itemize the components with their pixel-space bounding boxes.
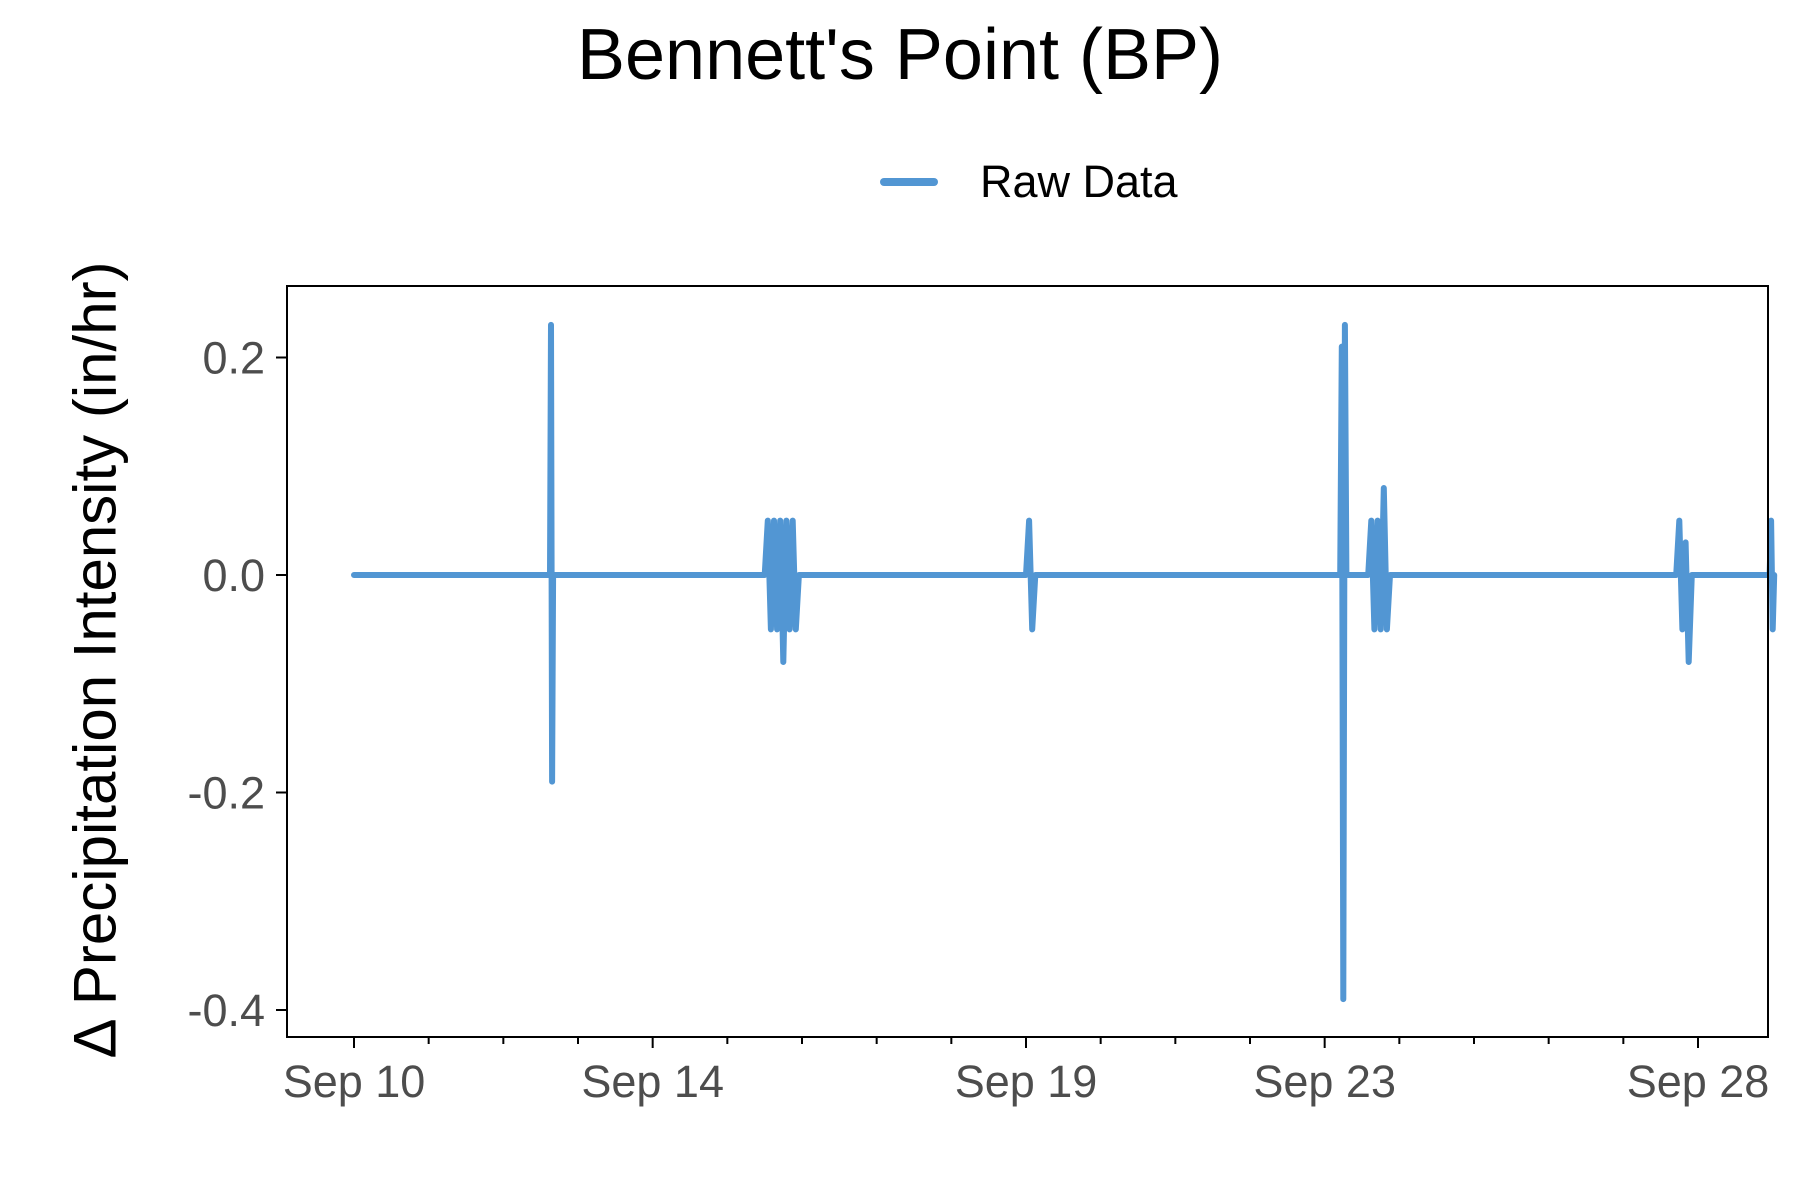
panel-border <box>286 285 1769 1038</box>
y-tick-label: -0.4 <box>187 985 265 1036</box>
series-line-0 <box>351 321 1778 1003</box>
x-tick-label: Sep 28 <box>1627 1056 1770 1107</box>
x-axis: Sep 10 Sep 14 Sep 19 Sep 23 Sep 28 <box>283 1037 1770 1107</box>
x-tick-label: Sep 14 <box>581 1056 724 1107</box>
x-tick-label: Sep 23 <box>1253 1056 1396 1107</box>
y-tick-label: 0.0 <box>202 550 265 601</box>
y-tick-label: -0.2 <box>187 768 265 819</box>
legend-swatch <box>880 178 938 186</box>
x-tick-label: Sep 10 <box>283 1056 426 1107</box>
legend-label: Raw Data <box>980 156 1178 207</box>
y-tick-label: 0.2 <box>202 333 265 384</box>
chart-title: Bennett's Point (BP) <box>576 15 1224 95</box>
series-layer <box>351 321 1778 1003</box>
x-tick-label: Sep 19 <box>955 1056 1098 1107</box>
legend: Raw Data <box>880 156 1178 207</box>
y-axis: 0.2 0.0 -0.2 -0.4 <box>187 333 287 1036</box>
